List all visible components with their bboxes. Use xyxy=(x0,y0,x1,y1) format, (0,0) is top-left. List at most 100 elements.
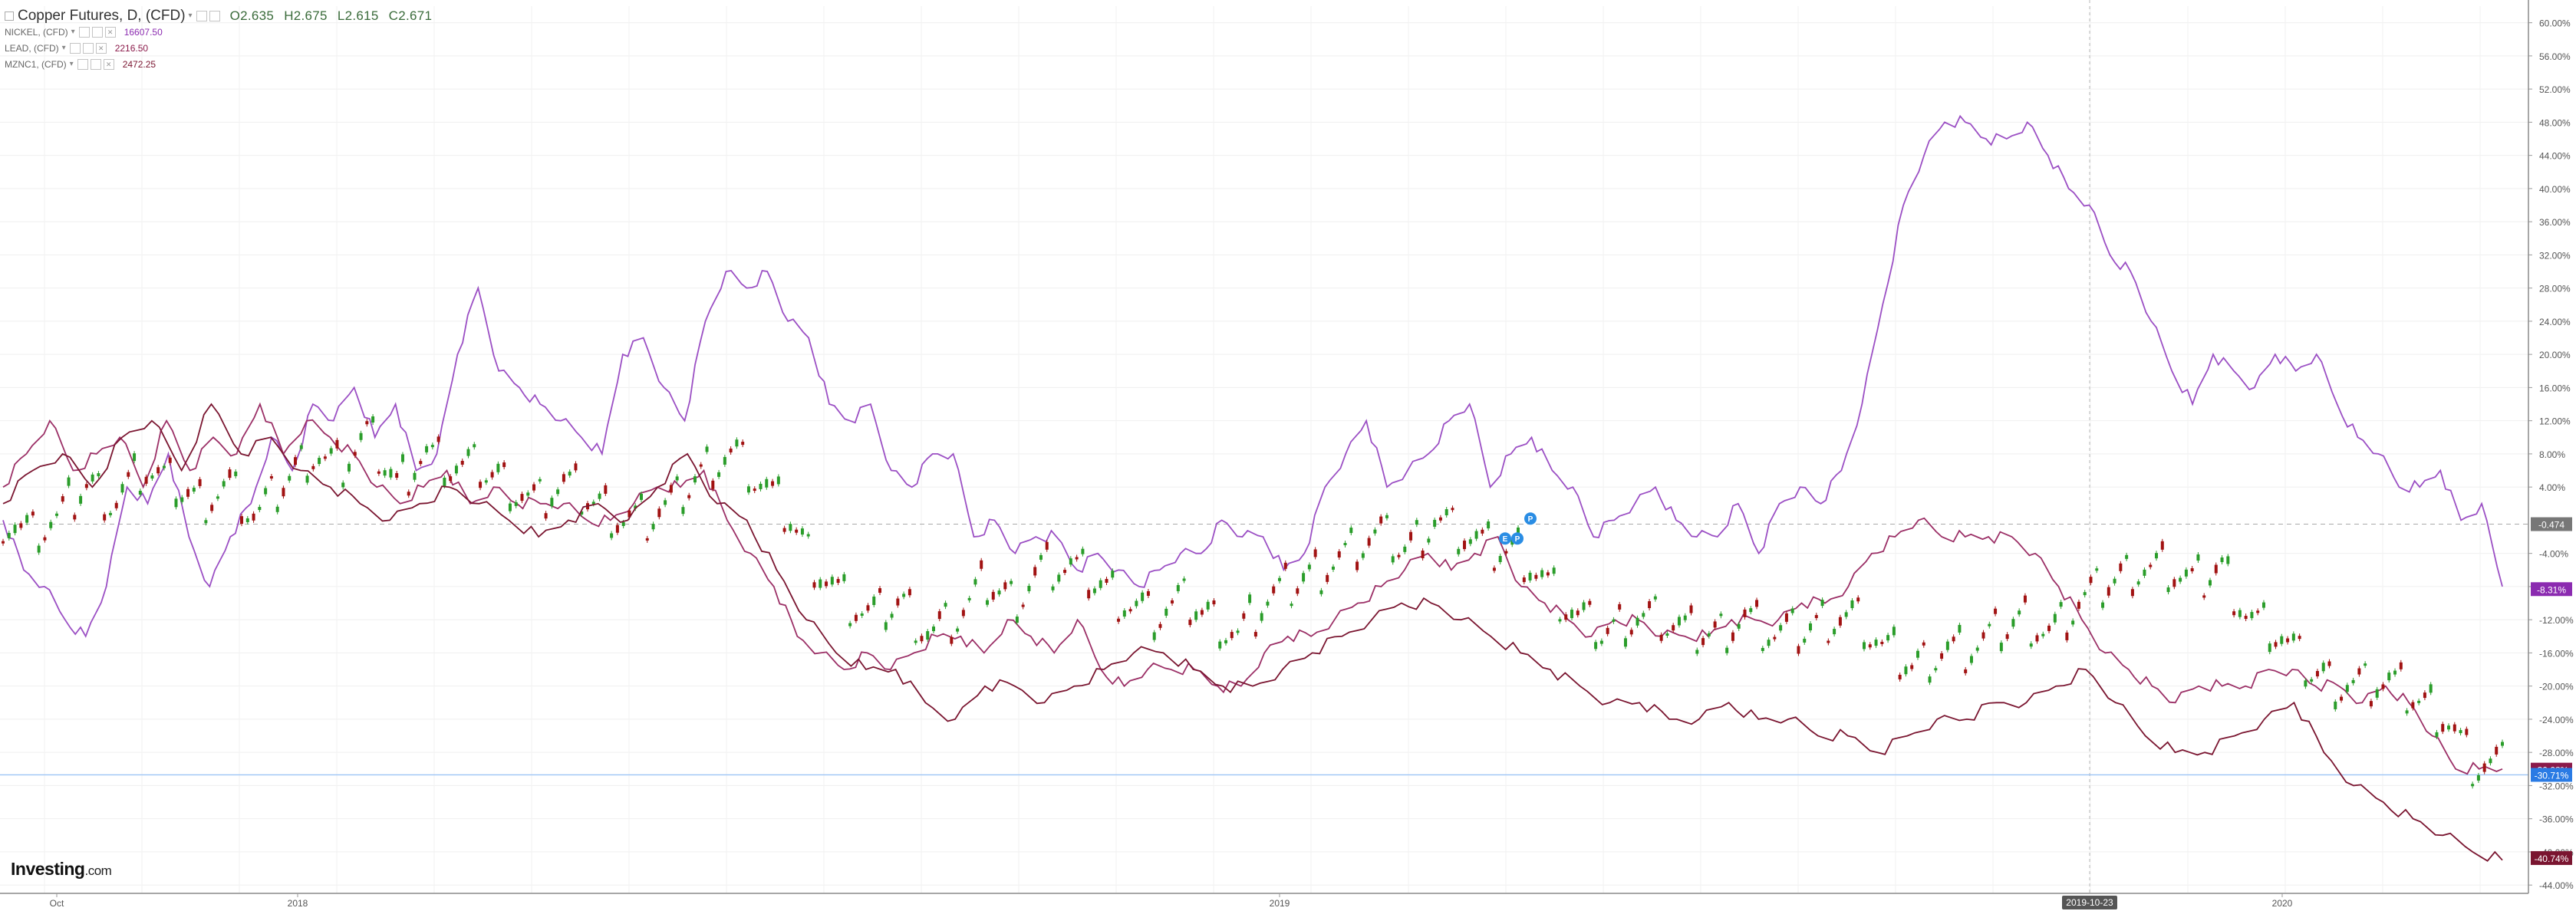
copper-candle-body xyxy=(675,476,679,481)
copper-candle-body xyxy=(878,588,882,594)
copper-candle-body xyxy=(956,628,960,632)
copper-candle-body xyxy=(377,471,380,474)
copper-candle-body xyxy=(1833,629,1836,635)
copper-candle-body xyxy=(1111,571,1115,578)
main-symbol-name[interactable]: Copper Futures, D, (CFD) xyxy=(18,7,186,24)
copper-candle-body xyxy=(150,475,154,479)
copper-candle-body xyxy=(771,481,775,486)
hide-icon[interactable] xyxy=(91,26,103,38)
hide-icon[interactable] xyxy=(90,58,101,70)
overlay-name[interactable]: NICKEL, (CFD) xyxy=(5,26,68,38)
copper-candle-body xyxy=(1546,572,1550,576)
close-icon[interactable]: ✕ xyxy=(104,26,116,38)
copper-candle-body xyxy=(54,513,58,516)
close-icon[interactable]: ✕ xyxy=(103,58,114,70)
copper-candle-body xyxy=(914,640,917,643)
copper-candle-body xyxy=(1701,638,1705,646)
crosshair-date-box xyxy=(2062,896,2117,909)
copper-candle-body xyxy=(645,538,649,541)
legend-main-row: Copper Futures, D, (CFD) ▾ O2.635 H2.675… xyxy=(5,8,438,24)
copper-candle-body xyxy=(264,488,268,495)
copper-candle-body xyxy=(1797,646,1800,654)
event-marker[interactable] xyxy=(1524,512,1537,525)
copper-candle-body xyxy=(2023,595,2027,603)
copper-candle-body xyxy=(180,497,184,502)
chevron-down-icon[interactable]: ▾ xyxy=(61,44,66,52)
copper-candle-body xyxy=(2375,689,2379,698)
copper-candle-body xyxy=(1827,640,1830,643)
copper-candle-body xyxy=(776,476,780,485)
close-icon[interactable]: ✕ xyxy=(95,42,107,54)
copper-candle-body xyxy=(305,475,309,483)
chevron-down-icon[interactable]: ▾ xyxy=(71,28,75,36)
copper-candle-body xyxy=(186,488,190,497)
copper-candle-body xyxy=(1892,627,1896,636)
collapse-icon[interactable] xyxy=(5,11,14,21)
end-label-text: -0.474 xyxy=(2538,520,2564,531)
hide-icon[interactable] xyxy=(209,10,220,21)
ohlc-values: O2.635 H2.675 L2.615 C2.671 xyxy=(230,8,439,24)
settings-icon[interactable] xyxy=(77,58,88,70)
copper-candle-body xyxy=(634,505,637,509)
chevron-down-icon[interactable]: ▾ xyxy=(69,60,74,68)
event-marker[interactable] xyxy=(1511,532,1524,545)
copper-candle-body xyxy=(1194,611,1198,620)
copper-candle-body xyxy=(2179,577,2182,582)
copper-candle-body xyxy=(1677,617,1681,626)
copper-candle-body xyxy=(2369,701,2373,707)
copper-candle-body xyxy=(1803,638,1807,643)
copper-candle-body xyxy=(610,533,614,538)
y-axis-label: 8.00% xyxy=(2539,449,2565,460)
copper-candle-body xyxy=(1642,613,1645,617)
copper-candle-body xyxy=(1940,653,1944,659)
event-marker[interactable] xyxy=(1499,532,1511,545)
overlay-name[interactable]: MZNC1, (CFD) xyxy=(5,58,67,70)
copper-candle-body xyxy=(1087,590,1091,599)
copper-candle-body xyxy=(854,614,858,621)
y-axis-label: 20.00% xyxy=(2539,350,2571,360)
copper-candle-body xyxy=(103,514,107,521)
hide-icon[interactable] xyxy=(82,42,94,54)
end-label-text: -8.31% xyxy=(2537,584,2566,595)
copper-candle-body xyxy=(245,518,249,522)
copper-candle-body xyxy=(1510,539,1514,545)
copper-candle-body xyxy=(2095,568,2099,571)
series-line-lead xyxy=(2,402,2503,775)
copper-candle-body xyxy=(2495,746,2499,755)
copper-candle-body xyxy=(1498,556,1502,563)
investing-logo[interactable]: Investing.com xyxy=(11,859,112,880)
series-line-mznc1 xyxy=(2,403,2503,862)
copper-candle-body xyxy=(133,453,137,462)
settings-icon[interactable] xyxy=(69,42,81,54)
copper-candle-body xyxy=(1117,618,1121,622)
copper-candle-body xyxy=(1689,605,1693,613)
copper-candle-body xyxy=(222,481,226,487)
copper-candle-body xyxy=(1910,665,1914,669)
copper-candle-body xyxy=(687,495,691,498)
y-axis-label: -20.00% xyxy=(2539,682,2574,692)
copper-candle-body xyxy=(240,516,244,525)
copper-candle-body xyxy=(2459,730,2462,734)
copper-candle-body xyxy=(2393,670,2397,675)
copper-candle-body xyxy=(443,477,446,486)
copper-candle-body xyxy=(13,525,17,534)
chevron-down-icon[interactable]: ▾ xyxy=(188,12,193,20)
copper-candle-body xyxy=(1326,574,1329,582)
chart-markers[interactable]: E PP xyxy=(1499,512,1537,545)
copper-candle-body xyxy=(341,482,345,488)
settings-icon[interactable] xyxy=(78,26,90,38)
copper-candle-body xyxy=(162,465,166,469)
copper-candle-body xyxy=(2155,553,2159,559)
settings-icon[interactable] xyxy=(196,10,207,21)
copper-candle-body xyxy=(2077,601,2080,609)
copper-candle-body xyxy=(1444,508,1448,515)
copper-candle-body xyxy=(466,449,470,456)
overlay-name[interactable]: LEAD, (CFD) xyxy=(5,42,59,54)
end-label-text: -40.74% xyxy=(2535,853,2569,864)
copper-candle-body xyxy=(884,622,888,630)
copper-candle-body xyxy=(67,477,71,486)
copper-candle-body xyxy=(556,489,560,495)
copper-candle-body xyxy=(2381,684,2385,689)
